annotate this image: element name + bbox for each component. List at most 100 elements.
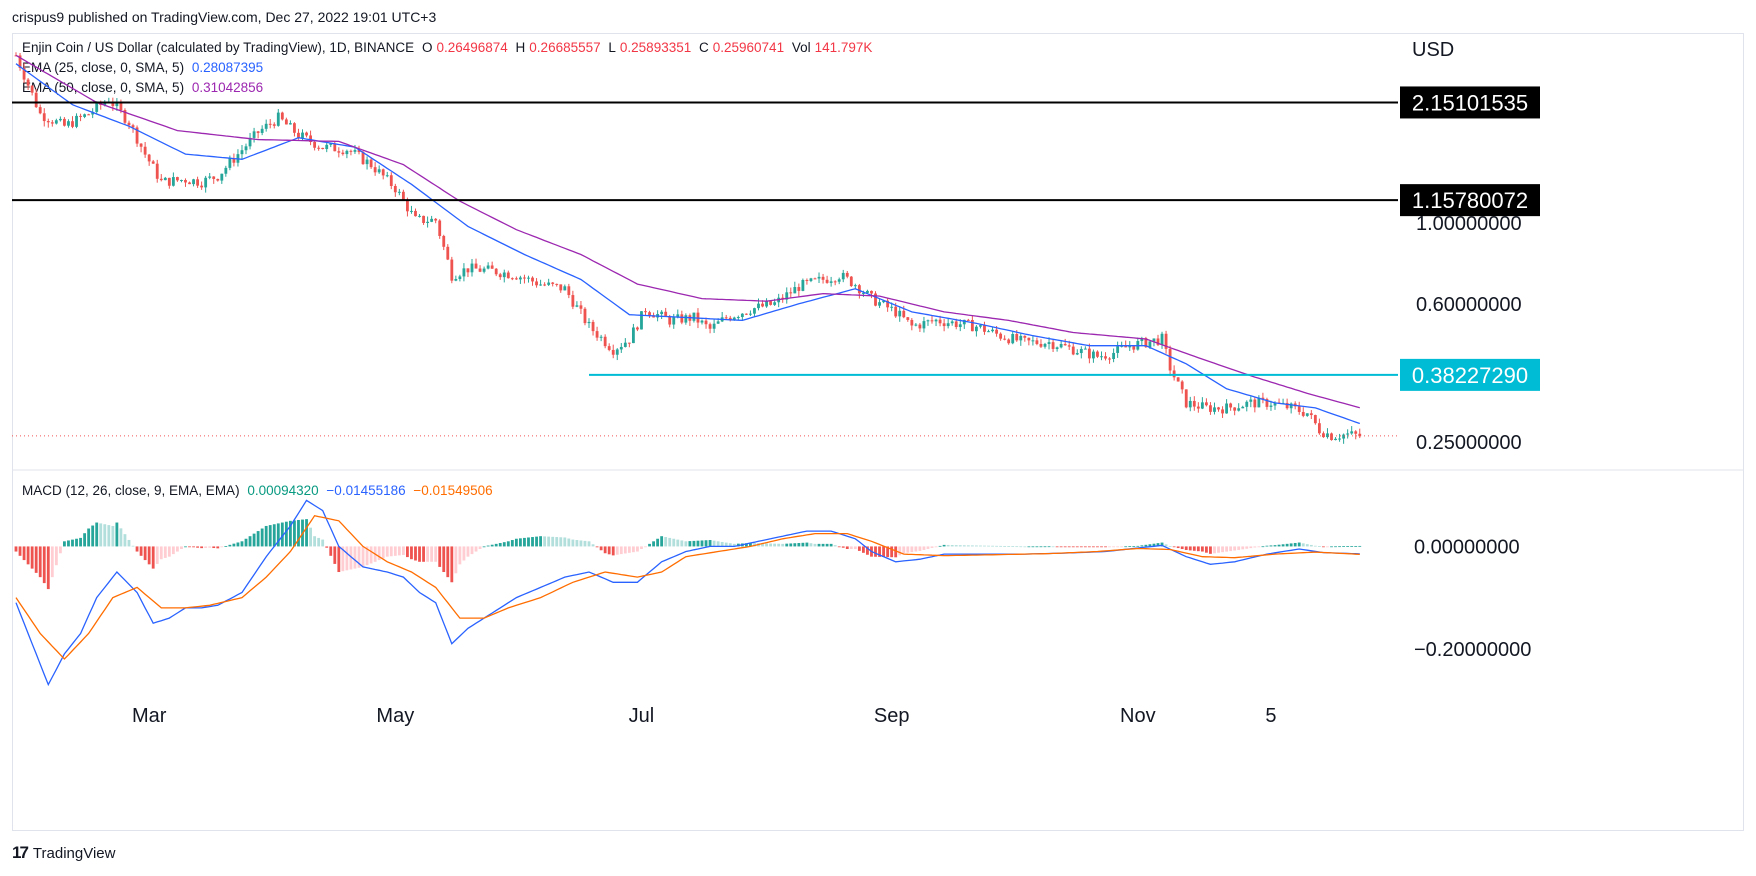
- macd-histogram-bar: [1108, 546, 1111, 548]
- candle-body: [446, 246, 450, 260]
- candle-body: [353, 150, 357, 152]
- macd-histogram-bar: [131, 545, 135, 547]
- macd-histogram-bar: [139, 546, 143, 556]
- candle-body: [821, 276, 825, 280]
- candle-body: [543, 284, 547, 286]
- macd-histogram-bar: [414, 546, 417, 561]
- macd-histogram-bar: [313, 536, 317, 547]
- candle-body: [414, 210, 417, 217]
- candle-body: [192, 179, 195, 185]
- macd-histogram-bar: [458, 546, 462, 565]
- macd-histogram-bar: [71, 539, 74, 547]
- candle-body: [369, 159, 373, 168]
- macd-histogram-bar: [361, 546, 365, 567]
- macd-histogram-bar: [1245, 546, 1249, 549]
- candle-body: [1011, 334, 1015, 344]
- candle-body: [728, 317, 732, 321]
- macd-histogram-bar: [200, 546, 204, 549]
- candle-body: [861, 292, 865, 294]
- candle-body: [1027, 337, 1031, 341]
- candle-body: [38, 107, 42, 114]
- ema50-legend[interactable]: EMA (50, close, 0, SMA, 5) 0.31042856: [22, 80, 264, 95]
- candle-body: [595, 331, 599, 338]
- macd-histogram-bar: [611, 546, 615, 556]
- macd-histogram-bar: [284, 521, 288, 547]
- macd-histogram-bar: [882, 546, 886, 557]
- candle-body: [954, 321, 958, 328]
- ema25-legend[interactable]: EMA (25, close, 0, SMA, 5) 0.28087395: [22, 60, 264, 75]
- candle-body: [1257, 397, 1261, 408]
- macd-histogram-bar: [95, 522, 99, 547]
- candle-body: [1148, 341, 1152, 348]
- macd-histogram-bar: [789, 543, 793, 547]
- macd-histogram-bar: [1261, 546, 1265, 548]
- macd-histogram-bar: [494, 543, 498, 547]
- candle-body: [54, 120, 58, 124]
- candle-body: [502, 272, 506, 278]
- candle-body: [325, 144, 329, 150]
- candle-body: [478, 268, 482, 272]
- price-axis-tick: 1.00000000: [1416, 213, 1522, 235]
- candle-body: [75, 115, 78, 127]
- candle-body: [660, 311, 664, 315]
- candle-body: [623, 342, 627, 347]
- macd-histogram-bar: [692, 540, 696, 547]
- macd-histogram-bar: [958, 545, 962, 547]
- macd-histogram-bar: [1067, 546, 1071, 548]
- candle-body: [1297, 406, 1301, 412]
- candle-body: [329, 143, 333, 145]
- macd-histogram-bar: [781, 543, 785, 547]
- macd-histogram-bar: [426, 546, 430, 562]
- candle-body: [103, 102, 107, 105]
- candle-body: [1354, 431, 1358, 434]
- candle-body: [454, 279, 458, 281]
- candle-body: [801, 279, 805, 291]
- candle-body: [1273, 402, 1277, 406]
- candle-body: [886, 300, 890, 308]
- macd-histogram-bar: [527, 537, 530, 547]
- candle-body: [1116, 346, 1120, 353]
- macd-histogram-bar: [422, 546, 425, 562]
- candle-body: [882, 300, 886, 303]
- macd-histogram-bar: [18, 546, 22, 556]
- macd-histogram-bar: [34, 546, 38, 573]
- macd-histogram-bar: [1269, 545, 1273, 547]
- macd-histogram-bar: [946, 544, 950, 547]
- macd-histogram-bar: [365, 546, 369, 566]
- candle-body: [50, 122, 54, 124]
- candle-body: [1184, 389, 1188, 408]
- macd-histogram-bar: [1322, 546, 1325, 548]
- price-axis-tick: 0.60000000: [1416, 294, 1522, 316]
- macd-histogram-bar: [58, 546, 62, 554]
- macd-histogram-bar: [853, 546, 857, 549]
- macd-histogram-bar: [1136, 545, 1140, 547]
- candle-body: [397, 191, 401, 193]
- macd-histogram-bar: [83, 533, 87, 547]
- macd-histogram-bar: [979, 545, 982, 547]
- candle-body: [712, 323, 716, 329]
- macd-line: [15, 499, 1360, 687]
- candle-body: [1075, 353, 1079, 355]
- macd-histogram-group: [14, 519, 1362, 590]
- candle-body: [115, 103, 119, 107]
- macd-histogram-bar: [765, 543, 768, 547]
- macd-histogram-bar: [1023, 546, 1027, 548]
- macd-histogram-bar: [732, 543, 736, 547]
- macd-histogram-bar: [470, 546, 474, 555]
- macd-histogram-bar: [801, 542, 805, 547]
- macd-histogram-bar: [983, 545, 986, 547]
- macd-legend[interactable]: MACD (12, 26, close, 9, EMA, EMA) 0.0009…: [22, 483, 493, 498]
- candle-body: [1192, 400, 1196, 407]
- candle-body: [482, 268, 486, 272]
- macd-histogram-bar: [325, 546, 329, 548]
- candle-body: [1092, 351, 1095, 359]
- macd-histogram-bar: [256, 531, 260, 547]
- candle-body: [716, 321, 720, 324]
- candle-body: [220, 173, 224, 181]
- macd-axis-tick: −0.20000000: [1414, 639, 1531, 661]
- symbol-title[interactable]: Enjin Coin / US Dollar (calculated by Tr…: [22, 40, 415, 55]
- candle-body: [1229, 403, 1233, 408]
- macd-histogram-bar: [668, 537, 672, 547]
- macd-histogram-bar: [1079, 546, 1083, 548]
